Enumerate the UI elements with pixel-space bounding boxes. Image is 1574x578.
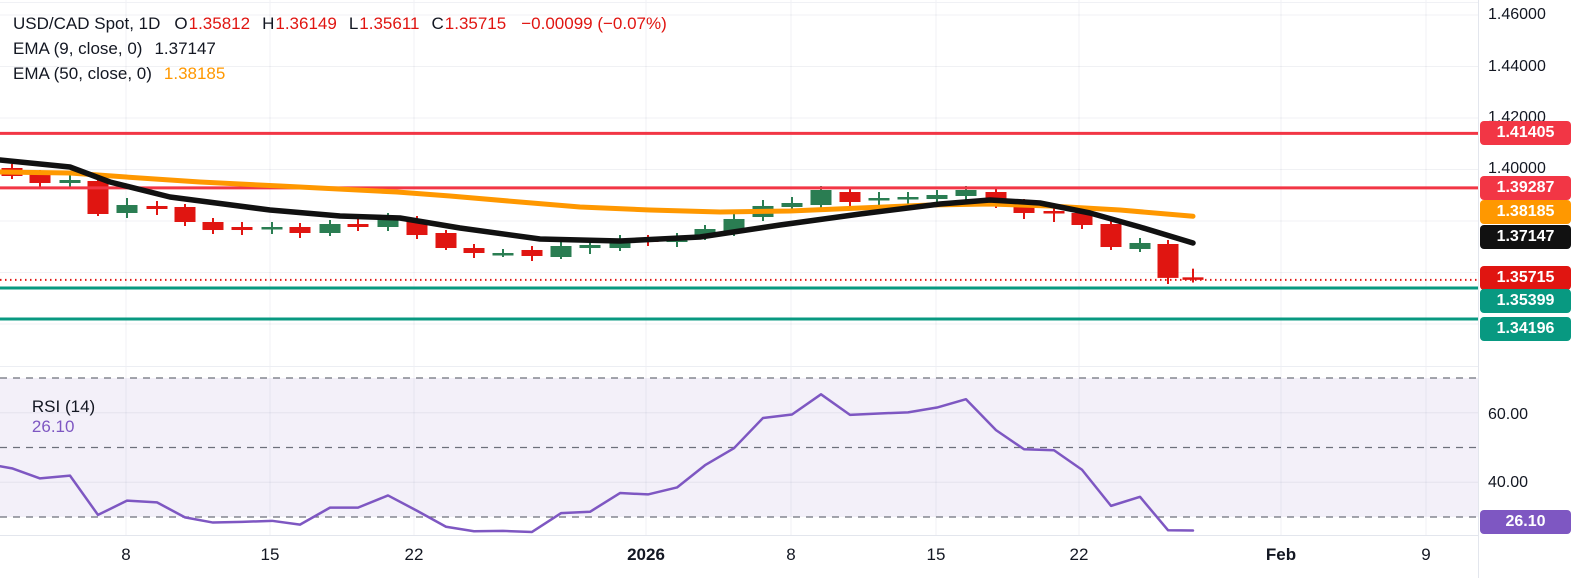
candle-up xyxy=(868,198,890,201)
axis-tick-label: 1.40000 xyxy=(1488,160,1546,177)
price-label-badge: 1.37147 xyxy=(1480,225,1571,249)
ema50-label: EMA (50, close, 0) xyxy=(13,63,152,83)
price-label-badge: 1.35399 xyxy=(1480,289,1571,313)
candle-down xyxy=(839,192,861,202)
ema9-label: EMA (9, close, 0) xyxy=(13,38,143,58)
ema9-line xyxy=(0,157,1196,246)
price-label-badge: 26.10 xyxy=(1480,510,1571,534)
symbol-title[interactable]: USD/CAD Spot, 1D xyxy=(13,13,161,33)
time-axis-label: 2026 xyxy=(627,545,665,564)
open-group: O1.35812 xyxy=(174,14,250,34)
low-value: 1.35611 xyxy=(359,13,420,33)
ema50-line xyxy=(0,169,1196,219)
candle-down xyxy=(463,248,485,254)
time-axis-label: 15 xyxy=(260,545,280,564)
time-axis-label: 8 xyxy=(121,545,131,564)
candle-up xyxy=(1129,242,1151,249)
ema50-value: 1.38185 xyxy=(163,63,226,83)
time-axis-label: 8 xyxy=(786,545,796,564)
axis-tick-label: 40.00 xyxy=(1488,474,1529,491)
time-axis-label: Feb xyxy=(1265,545,1297,564)
ema9-row[interactable]: EMA (9, close, 0) 1.37147 xyxy=(13,36,667,61)
open-value: 1.35812 xyxy=(188,13,251,33)
candle-up xyxy=(59,180,81,183)
rsi-value: 26.10 xyxy=(31,417,75,436)
rsi-label: RSI (14) xyxy=(31,397,96,416)
candle-up xyxy=(116,205,138,213)
low-label: L xyxy=(348,13,359,33)
close-group: C1.35715 xyxy=(431,14,506,34)
candle-down xyxy=(289,226,311,233)
candle-down xyxy=(1013,203,1035,213)
candle-up xyxy=(319,224,341,233)
candle-down xyxy=(1100,224,1122,248)
close-value: 1.35715 xyxy=(444,13,507,33)
time-axis[interactable]: 8 15 22 2026 8 15 22 Feb 9 xyxy=(0,535,1574,578)
rsi-line xyxy=(0,393,1195,534)
price-label-badge: 1.35715 xyxy=(1480,266,1571,290)
candle-up xyxy=(550,246,572,257)
ema9-value: 1.37147 xyxy=(154,38,216,58)
ema50-row[interactable]: EMA (50, close, 0) 1.38185 xyxy=(13,61,667,86)
high-group: H1.36149 xyxy=(262,14,337,34)
candle-down xyxy=(231,226,253,231)
candle-down xyxy=(1043,211,1065,214)
candle-up xyxy=(694,229,716,237)
candle-down xyxy=(29,174,51,183)
candle-down xyxy=(347,224,369,227)
high-label: H xyxy=(262,13,275,33)
time-axis-label: 9 xyxy=(1421,545,1431,564)
time-axis-label: 22 xyxy=(1069,545,1089,564)
candle-down xyxy=(146,205,168,210)
candle-up xyxy=(492,253,514,256)
axis-tick-label: 1.46000 xyxy=(1488,6,1546,23)
low-group: L1.35611 xyxy=(349,14,420,34)
price-label-badge: 1.39287 xyxy=(1480,176,1571,200)
axis-tick-label: 60.00 xyxy=(1488,406,1529,423)
close-label: C xyxy=(431,13,444,33)
legend: USD/CAD Spot, 1D O1.35812 H1.36149 L1.35… xyxy=(13,11,667,86)
time-axis-label: 22 xyxy=(404,545,424,564)
rsi-legend[interactable]: RSI (14) 26.10 xyxy=(13,377,107,457)
candle-up xyxy=(897,197,919,200)
candle-down xyxy=(1182,277,1204,280)
symbol-row[interactable]: USD/CAD Spot, 1D O1.35812 H1.36149 L1.35… xyxy=(13,11,667,36)
top-border xyxy=(0,2,1574,3)
candle-up xyxy=(926,194,948,200)
candle-up xyxy=(377,217,399,227)
candle-down xyxy=(1157,243,1179,278)
candle-down xyxy=(1071,212,1093,225)
time-axis-label: 15 xyxy=(926,545,946,564)
price-axis[interactable]: 1.46000 1.44000 1.42000 1.40000 60.00 40.00 1.… xyxy=(1478,0,1574,578)
change-value: −0.00099 (−0.07%) xyxy=(521,13,667,33)
candle-down xyxy=(521,249,543,256)
price-label-badge: 1.34196 xyxy=(1480,317,1571,341)
rsi-band-fill xyxy=(0,378,1478,517)
pane-separator[interactable] xyxy=(0,366,1478,367)
candle-down xyxy=(435,232,457,249)
candle-up xyxy=(261,226,283,230)
price-label-badge: 1.38185 xyxy=(1480,200,1571,224)
candle-up xyxy=(781,203,803,207)
candle-up xyxy=(810,189,832,206)
high-value: 1.36149 xyxy=(275,13,337,33)
candle-down xyxy=(87,181,109,214)
price-label-badge: 1.41405 xyxy=(1480,121,1571,145)
open-label: O xyxy=(174,13,188,33)
candle-up xyxy=(955,189,977,196)
candle-down xyxy=(174,206,196,223)
candle-up xyxy=(579,244,601,249)
price-axis-separator xyxy=(1478,0,1479,578)
candle-down xyxy=(202,222,224,231)
axis-tick-label: 1.44000 xyxy=(1488,58,1546,75)
